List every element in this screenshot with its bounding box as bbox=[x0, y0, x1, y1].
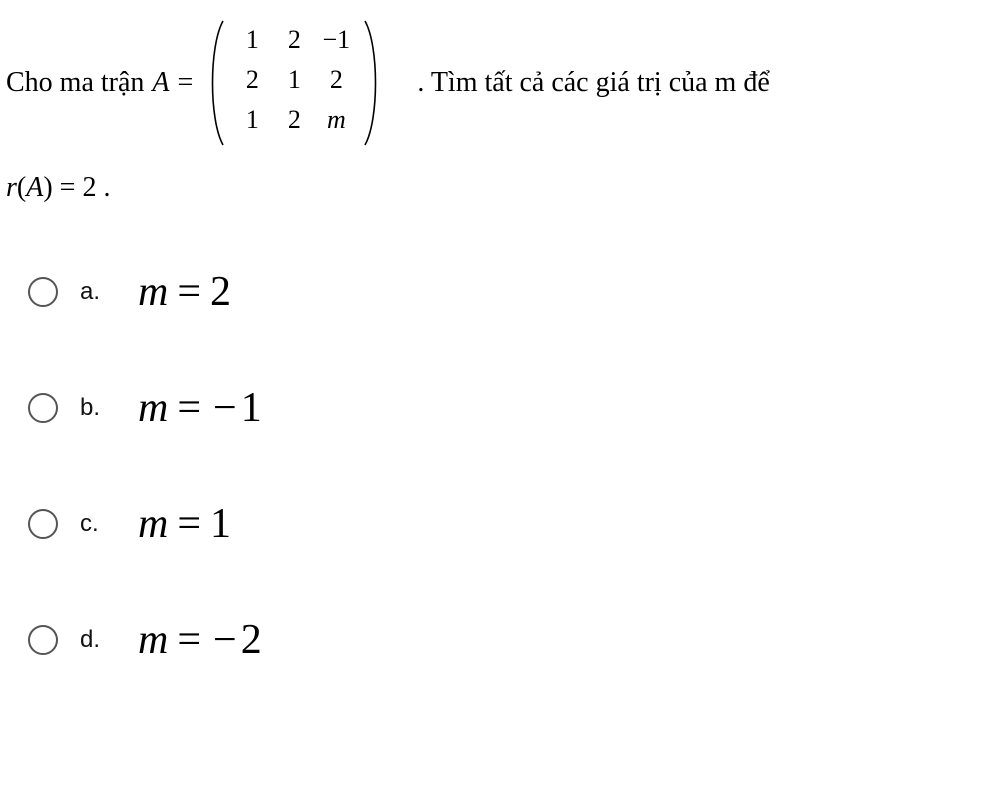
matrix-cell-2-2: m bbox=[327, 104, 346, 135]
question-stem: Cho ma trận A = 1 2 −1 2 1 2 1 2 m bbox=[6, 18, 986, 148]
matrix-right-paren bbox=[359, 18, 385, 148]
matrix-cell-1-0: 2 bbox=[246, 64, 259, 95]
option-c-var: m bbox=[138, 501, 169, 547]
option-a[interactable]: a. m=2 bbox=[6, 268, 986, 316]
option-b-var: m bbox=[138, 385, 169, 431]
option-letter-b: b. bbox=[80, 394, 114, 422]
matrix-cell-0-1: 2 bbox=[288, 24, 301, 55]
matrix-symbol: A bbox=[152, 66, 169, 100]
option-c-eq: = bbox=[169, 501, 210, 547]
matrix-grid: 1 2 −1 2 1 2 1 2 m bbox=[229, 18, 359, 148]
radio-b[interactable] bbox=[28, 393, 58, 423]
option-d[interactable]: d. m=−2 bbox=[6, 616, 986, 664]
radio-d[interactable] bbox=[28, 625, 58, 655]
question-page: Cho ma trận A = 1 2 −1 2 1 2 1 2 m bbox=[0, 0, 992, 807]
rank-close-paren: ) bbox=[43, 172, 52, 203]
option-letter-a: a. bbox=[80, 278, 114, 306]
matrix-left-paren bbox=[203, 18, 229, 148]
rank-A: A bbox=[26, 172, 43, 203]
option-b[interactable]: b. m=−1 bbox=[6, 384, 986, 432]
option-math-d: m=−2 bbox=[138, 616, 263, 664]
option-b-eq: = bbox=[169, 385, 210, 431]
option-letter-c: c. bbox=[80, 510, 114, 538]
option-d-var: m bbox=[138, 617, 169, 663]
option-letter-d: d. bbox=[80, 626, 114, 654]
option-a-rhs: 2 bbox=[210, 269, 232, 315]
matrix-cell-2-1: 2 bbox=[288, 104, 301, 135]
rank-open-paren: ( bbox=[17, 172, 26, 203]
option-d-eq: = bbox=[169, 617, 210, 663]
radio-c[interactable] bbox=[28, 509, 58, 539]
matrix-cell-0-2: −1 bbox=[322, 24, 350, 55]
option-a-var: m bbox=[138, 269, 169, 315]
option-a-eq: = bbox=[169, 269, 210, 315]
option-d-rhs: 2 bbox=[241, 617, 263, 663]
option-d-minus: − bbox=[210, 617, 241, 663]
options-list: a. m=2 b. m=−1 c. m=1 d. m=−2 bbox=[6, 268, 986, 664]
rank-eq-value: = 2 . bbox=[53, 172, 111, 203]
rank-r: r bbox=[6, 172, 17, 203]
equals-sign: = bbox=[178, 66, 194, 100]
stem-pre-text: Cho ma trận bbox=[6, 66, 144, 100]
matrix-cell-1-2: 2 bbox=[330, 64, 343, 95]
option-c[interactable]: c. m=1 bbox=[6, 500, 986, 548]
matrix-A: 1 2 −1 2 1 2 1 2 m bbox=[203, 18, 385, 148]
matrix-cell-0-0: 1 bbox=[246, 24, 259, 55]
stem-post-text: . Tìm tất cả các giá trị của m để bbox=[417, 66, 769, 100]
option-b-rhs: 1 bbox=[241, 385, 263, 431]
matrix-cell-2-0: 1 bbox=[246, 104, 259, 135]
option-b-minus: − bbox=[210, 385, 241, 431]
option-math-b: m=−1 bbox=[138, 384, 263, 432]
matrix-cell-1-1: 1 bbox=[288, 64, 301, 95]
option-math-a: m=2 bbox=[138, 268, 232, 316]
radio-a[interactable] bbox=[28, 277, 58, 307]
option-math-c: m=1 bbox=[138, 500, 232, 548]
rank-condition: r(A) = 2 . bbox=[6, 172, 986, 204]
option-c-rhs: 1 bbox=[210, 501, 232, 547]
